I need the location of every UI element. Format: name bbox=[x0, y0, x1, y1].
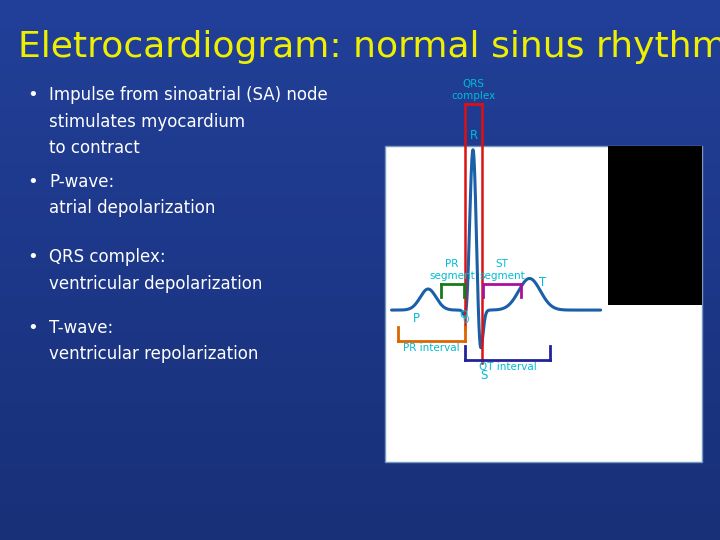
Bar bbox=[0, 45, 720, 54]
Bar bbox=[0, 261, 720, 270]
Bar bbox=[0, 477, 720, 486]
Text: Q: Q bbox=[459, 310, 468, 320]
Text: R: R bbox=[470, 129, 478, 141]
Bar bbox=[0, 450, 720, 459]
Text: Impulse from sinoatrial (SA) node
stimulates myocardium
to contract: Impulse from sinoatrial (SA) node stimul… bbox=[49, 86, 328, 157]
Bar bbox=[0, 189, 720, 198]
Bar bbox=[0, 207, 720, 216]
Bar bbox=[0, 63, 720, 72]
Bar bbox=[0, 270, 720, 279]
Text: P-wave:
atrial depolarization: P-wave: atrial depolarization bbox=[49, 173, 215, 217]
Bar bbox=[0, 0, 720, 9]
Bar bbox=[0, 297, 720, 306]
Bar bbox=[0, 81, 720, 90]
Text: •: • bbox=[27, 248, 38, 266]
Text: QRS
complex: QRS complex bbox=[451, 78, 495, 101]
Bar bbox=[608, 146, 702, 305]
Bar bbox=[0, 72, 720, 81]
Bar bbox=[0, 288, 720, 297]
Bar bbox=[0, 315, 720, 324]
Bar bbox=[0, 405, 720, 414]
Text: •: • bbox=[27, 173, 38, 191]
Bar bbox=[0, 117, 720, 126]
Bar bbox=[0, 108, 720, 117]
Bar bbox=[0, 360, 720, 369]
Bar bbox=[0, 441, 720, 450]
Bar bbox=[0, 99, 720, 108]
Bar bbox=[0, 225, 720, 234]
Text: 0: 0 bbox=[462, 315, 469, 325]
Bar bbox=[0, 18, 720, 27]
Bar bbox=[0, 459, 720, 468]
Bar bbox=[0, 54, 720, 63]
Text: T: T bbox=[539, 276, 546, 289]
Text: Eletrocardiogram: normal sinus rhythm: Eletrocardiogram: normal sinus rhythm bbox=[18, 30, 720, 64]
Bar bbox=[0, 198, 720, 207]
Bar bbox=[0, 504, 720, 513]
Bar bbox=[0, 144, 720, 153]
Text: QRS complex:
ventricular depolarization: QRS complex: ventricular depolarization bbox=[49, 248, 262, 293]
Bar bbox=[0, 351, 720, 360]
Bar bbox=[0, 513, 720, 522]
Bar bbox=[0, 423, 720, 432]
Bar bbox=[0, 531, 720, 540]
Bar bbox=[0, 90, 720, 99]
Bar bbox=[0, 306, 720, 315]
Bar bbox=[0, 378, 720, 387]
Text: T-wave:
ventricular repolarization: T-wave: ventricular repolarization bbox=[49, 319, 258, 363]
Bar bbox=[0, 252, 720, 261]
Bar bbox=[0, 432, 720, 441]
Bar bbox=[0, 468, 720, 477]
Bar bbox=[0, 333, 720, 342]
Text: P: P bbox=[413, 312, 420, 325]
Bar bbox=[0, 162, 720, 171]
Text: S: S bbox=[480, 369, 487, 382]
Bar bbox=[0, 387, 720, 396]
Text: ST
segment: ST segment bbox=[480, 259, 525, 281]
Bar bbox=[0, 135, 720, 144]
Bar bbox=[0, 216, 720, 225]
Bar bbox=[0, 36, 720, 45]
Bar bbox=[0, 9, 720, 18]
Bar bbox=[0, 234, 720, 243]
Bar bbox=[0, 486, 720, 495]
Bar bbox=[0, 396, 720, 405]
Text: PR
segment: PR segment bbox=[429, 259, 475, 281]
Bar bbox=[0, 495, 720, 504]
Bar bbox=[0, 369, 720, 378]
Bar bbox=[0, 243, 720, 252]
Bar bbox=[0, 180, 720, 189]
Bar bbox=[0, 324, 720, 333]
Bar bbox=[0, 279, 720, 288]
Bar bbox=[0, 27, 720, 36]
Bar bbox=[385, 146, 702, 462]
Text: PR interval: PR interval bbox=[403, 343, 459, 353]
Bar bbox=[0, 414, 720, 423]
Bar bbox=[0, 126, 720, 135]
Bar bbox=[0, 153, 720, 162]
Text: •: • bbox=[27, 319, 38, 336]
Bar bbox=[0, 342, 720, 351]
Text: QT interval: QT interval bbox=[479, 362, 536, 372]
Bar bbox=[0, 522, 720, 531]
Bar bbox=[0, 171, 720, 180]
Text: •: • bbox=[27, 86, 38, 104]
